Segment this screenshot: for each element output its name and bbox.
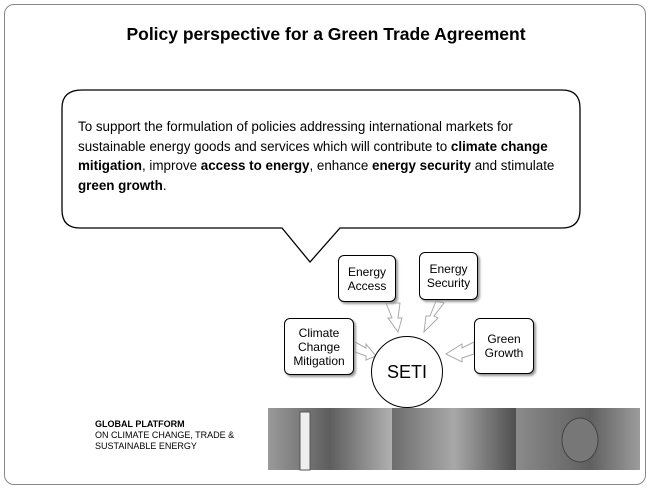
node-box: Energy Security [419,252,478,300]
node-box: Energy Access [338,255,396,302]
node-box: Climate Change Mitigation [284,318,354,375]
text-run: , enhance [309,158,372,173]
bold-text: energy security [372,158,471,173]
globe-icon [562,418,598,462]
bold-text: access to energy [201,158,310,173]
footer-photo [268,408,392,470]
center-node: SETI [371,336,443,408]
diagram-shapes [0,0,652,490]
footer-photo [392,408,516,470]
chimney [300,412,310,470]
slide: {"header": {"title": "Policy perspective… [0,0,652,490]
text-run: , improve [142,158,201,173]
footer-text: ON CLIMATE CHANGE, TRADE & [95,430,234,441]
text-run: To support the formulation of policies a… [78,119,513,154]
bold-text: green growth [78,178,163,193]
bubble-text: To support the formulation of policies a… [78,117,568,195]
arrow [446,342,474,362]
footer-text: GLOBAL PLATFORM [95,419,185,430]
text-run: and stimulate [471,158,554,173]
arrow [386,303,402,332]
text-run: . [163,178,167,193]
node-box: Green Growth [474,318,534,374]
arrow [424,301,444,332]
footer-text: SUSTAINABLE ENERGY [95,441,197,452]
